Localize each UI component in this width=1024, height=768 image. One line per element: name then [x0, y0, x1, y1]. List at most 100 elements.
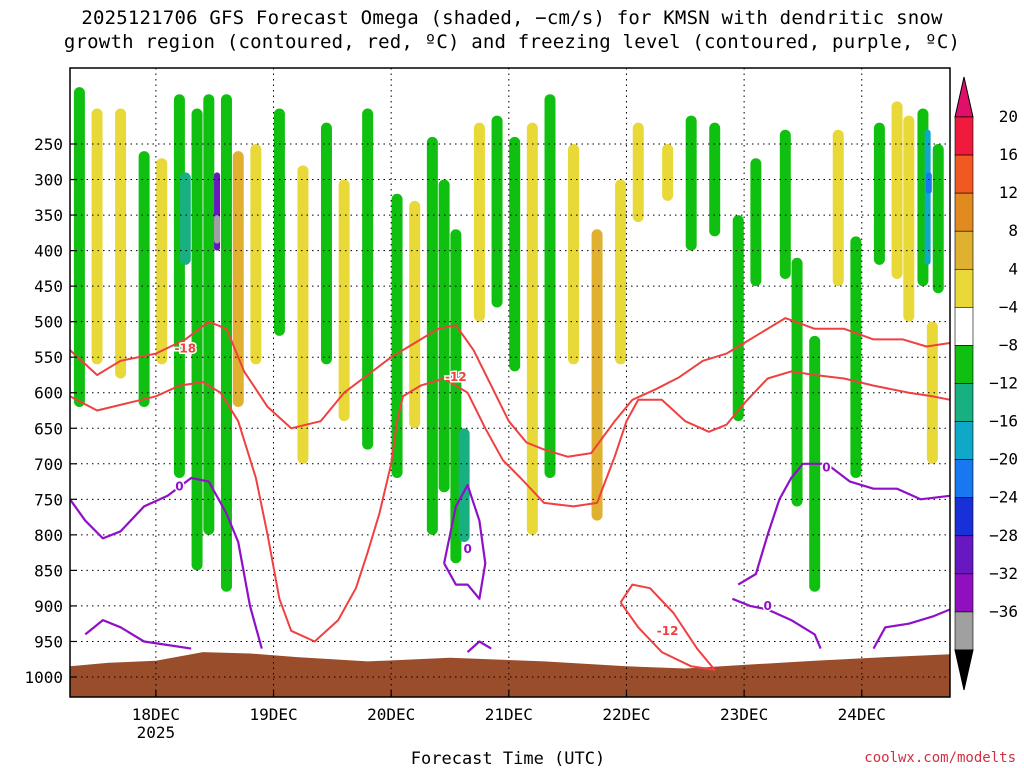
omega-band-49 [925, 172, 932, 194]
colorbar-label-3: 8 [1008, 221, 1018, 240]
omega-band-16 [320, 122, 332, 365]
omega-band-7 [191, 108, 203, 571]
colorbar-swatch-11 [954, 535, 974, 575]
dgz-label-2: -12 [657, 624, 679, 638]
x-tick-label-22: 22DEC [602, 705, 650, 724]
omega-band-45 [891, 101, 903, 280]
colorbar-bottom-arrow [954, 649, 974, 691]
colorbar-swatch-1 [954, 154, 974, 194]
colorbar-label-13: −36 [989, 602, 1018, 621]
colorbar-swatch-0 [954, 116, 974, 156]
colorbar-label-8: −16 [989, 412, 1018, 431]
omega-band-46 [903, 115, 915, 322]
colorbar-label-12: −32 [989, 564, 1018, 583]
y-tick-label-450: 450 [34, 277, 63, 296]
y-tick-label-1000: 1000 [24, 668, 63, 687]
colorbar-label-2: 12 [999, 183, 1018, 202]
omega-band-21 [426, 136, 438, 535]
dgz-label-1: -12 [445, 370, 467, 384]
omega-band-17 [338, 179, 350, 422]
y-tick-label-900: 900 [34, 597, 63, 616]
freezing-contour-0 [70, 476, 263, 649]
colorbar-label-5: −4 [999, 297, 1018, 316]
colorbar-swatch-12 [954, 573, 974, 613]
omega-band-34 [662, 144, 674, 201]
source-credit: coolwx.com/modelts [864, 750, 1016, 766]
y-tick-label-800: 800 [34, 526, 63, 545]
x-tick-label-19: 19DEC [249, 705, 297, 724]
omega-band-48 [924, 129, 931, 265]
freezing-level-contours [70, 462, 950, 653]
omega-band-8 [203, 94, 215, 535]
omega-band-14 [273, 108, 285, 336]
y-tick-label-550: 550 [34, 348, 63, 367]
freezing-label-5: 0 [763, 599, 771, 613]
omega-band-25 [473, 122, 485, 322]
omega-band-1 [91, 108, 103, 365]
dgz-contour-2 [619, 583, 716, 671]
x-axis-title: Forecast Time (UTC) [411, 749, 605, 768]
colorbar-swatch-4 [954, 268, 974, 308]
colorbar-swatch-3 [954, 230, 974, 270]
freezing-contour-4 [737, 462, 950, 586]
x-tick-sublabel-18: 2025 [137, 723, 176, 742]
omega-band-38 [750, 158, 762, 287]
omega-band-3 [138, 151, 150, 407]
omega-band-13 [250, 144, 262, 365]
freezing-contour-6 [872, 608, 950, 650]
omega-band-28 [526, 122, 538, 535]
omega-band-33 [632, 122, 644, 223]
dgz-label-0: -18 [174, 342, 196, 356]
colorbar-label-4: 4 [1008, 259, 1018, 278]
chart-title-line-1: 2025121706 GFS Forecast Omega (shaded, −… [81, 7, 943, 29]
omega-band-24 [458, 428, 470, 542]
dgz-contour-0 [70, 317, 950, 458]
omega-band-44 [873, 122, 885, 265]
colorbar-label-1: 16 [999, 145, 1018, 164]
colorbar-swatch-2 [954, 192, 974, 232]
y-tick-label-350: 350 [34, 206, 63, 225]
omega-band-20 [409, 200, 421, 429]
omega-shading-layer [73, 87, 944, 592]
plot-frame [69, 67, 951, 698]
omega-band-51 [932, 144, 944, 294]
x-tick-label-21: 21DEC [485, 705, 533, 724]
omega-band-22 [438, 179, 450, 493]
colorbar-swatch-7 [954, 383, 974, 422]
omega-band-39 [779, 129, 791, 280]
colorbar-swatch-9 [954, 459, 974, 499]
colorbar-label-10: −24 [989, 488, 1018, 507]
colorbar-label-7: −12 [989, 374, 1018, 393]
x-tick-label-18: 18DEC [132, 705, 180, 724]
omega-band-26 [491, 115, 503, 308]
freezing-label-4: 0 [822, 460, 830, 474]
chart-title: 2025121706 GFS Forecast Omega (shaded, −… [0, 6, 1024, 54]
omega-band-0 [73, 87, 85, 407]
omega-band-43 [850, 236, 862, 479]
y-tick-label-950: 950 [34, 632, 63, 651]
colorbar-label-9: −20 [989, 450, 1018, 469]
colorbar-label-11: −28 [989, 526, 1018, 545]
y-axis: 250 300 350 400 450 500 550 600 650 700 750 800 850 9… [24, 135, 77, 687]
colorbar-swatch-10 [954, 497, 974, 537]
omega-band-30 [568, 144, 580, 365]
omega-band-19 [391, 193, 403, 479]
y-tick-label-300: 300 [34, 171, 63, 190]
freezing-contour-3 [466, 640, 492, 653]
colorbar-label-0: 20 [999, 107, 1018, 126]
x-tick-label-20: 20DEC [367, 705, 415, 724]
freezing-contour-1 [84, 619, 192, 650]
freezing-label-0: 0 [175, 480, 183, 494]
omega-band-37 [732, 215, 744, 422]
omega-band-27 [509, 136, 521, 372]
omega-band-2 [115, 108, 127, 379]
colorbar-swatch-6 [954, 345, 974, 384]
y-tick-label-850: 850 [34, 561, 63, 580]
ground-layer [70, 652, 950, 697]
dgz-contour-1 [70, 370, 950, 643]
y-tick-label-650: 650 [34, 419, 63, 438]
dendritic-growth-contours [70, 317, 950, 671]
omega-band-40 [791, 257, 803, 507]
